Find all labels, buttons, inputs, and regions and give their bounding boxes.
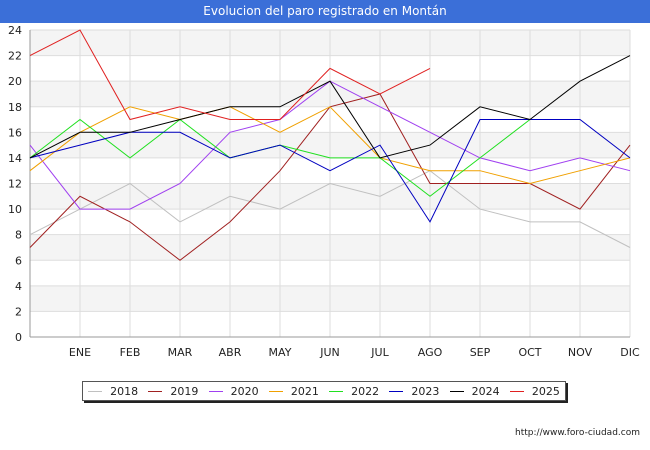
x-tick-label: JUN [319, 346, 340, 359]
legend-swatch [88, 390, 103, 392]
legend-label: 2019 [170, 384, 199, 398]
legend-label: 2023 [411, 384, 440, 398]
series-line-2021 [29, 106, 631, 185]
legend-label: 2018 [110, 384, 139, 398]
legend-label: 2020 [230, 384, 259, 398]
legend-swatch [208, 390, 223, 392]
legend-label: 2025 [531, 384, 560, 398]
legend-label: 2024 [471, 384, 500, 398]
series-line-2025 [29, 29, 431, 121]
y-tick-label: 6 [15, 254, 22, 267]
x-tick-label: ENE [69, 346, 91, 359]
legend-item-2019: 2019 [148, 385, 198, 398]
x-tick-label: NOV [568, 346, 593, 359]
legend-label: 2022 [351, 384, 380, 398]
x-tick-label: MAY [269, 346, 292, 359]
y-tick-label: 18 [8, 101, 22, 114]
chart-title: Evolucion del paro registrado en Montán [0, 0, 650, 23]
legend-swatch [148, 390, 163, 392]
legend-swatch [389, 390, 404, 392]
y-tick-label: 4 [15, 280, 22, 293]
legend-item-2025: 2025 [509, 384, 560, 398]
legend-swatch [329, 390, 344, 392]
legend-label: 2021 [290, 384, 319, 398]
x-tick-label: DIC [620, 346, 640, 359]
y-tick-label: 24 [8, 24, 22, 37]
y-tick-label: 22 [8, 50, 22, 63]
legend-item-2022: 2022 [329, 385, 379, 398]
x-tick-label: JUL [370, 346, 389, 359]
y-tick-label: 14 [8, 152, 22, 165]
legend-swatch [509, 390, 524, 392]
y-tick-label: 16 [8, 126, 22, 139]
legend-item-2023: 2023 [389, 385, 439, 398]
legend: 2018 2019 2020 2021 2022 2023 2024 2025 [82, 381, 566, 401]
x-tick-label: ABR [219, 346, 242, 359]
legend-item-2021: 2021 [268, 384, 319, 398]
legend-swatch [449, 390, 464, 392]
series-line-2024 [29, 55, 631, 159]
x-tick-label: AGO [418, 346, 443, 359]
y-tick-label: 0 [15, 331, 22, 344]
legend-item-2018: 2018 [88, 385, 138, 398]
y-tick-label: 8 [15, 229, 22, 242]
legend-item-2020: 2020 [208, 384, 259, 398]
y-tick-label: 10 [8, 203, 22, 216]
y-tick-label: 12 [8, 178, 22, 191]
x-tick-label: MAR [168, 346, 193, 359]
legend-item-2024: 2024 [449, 384, 500, 398]
x-tick-label: FEB [120, 346, 141, 359]
x-tick-label: OCT [518, 346, 541, 359]
y-tick-label: 20 [8, 75, 22, 88]
series-line-2018 [29, 170, 631, 248]
y-tick-label: 2 [15, 305, 22, 318]
x-tick-label: SEP [470, 346, 491, 359]
legend-swatch [268, 390, 283, 392]
footer-url[interactable]: http://www.foro-ciudad.com [515, 428, 640, 438]
